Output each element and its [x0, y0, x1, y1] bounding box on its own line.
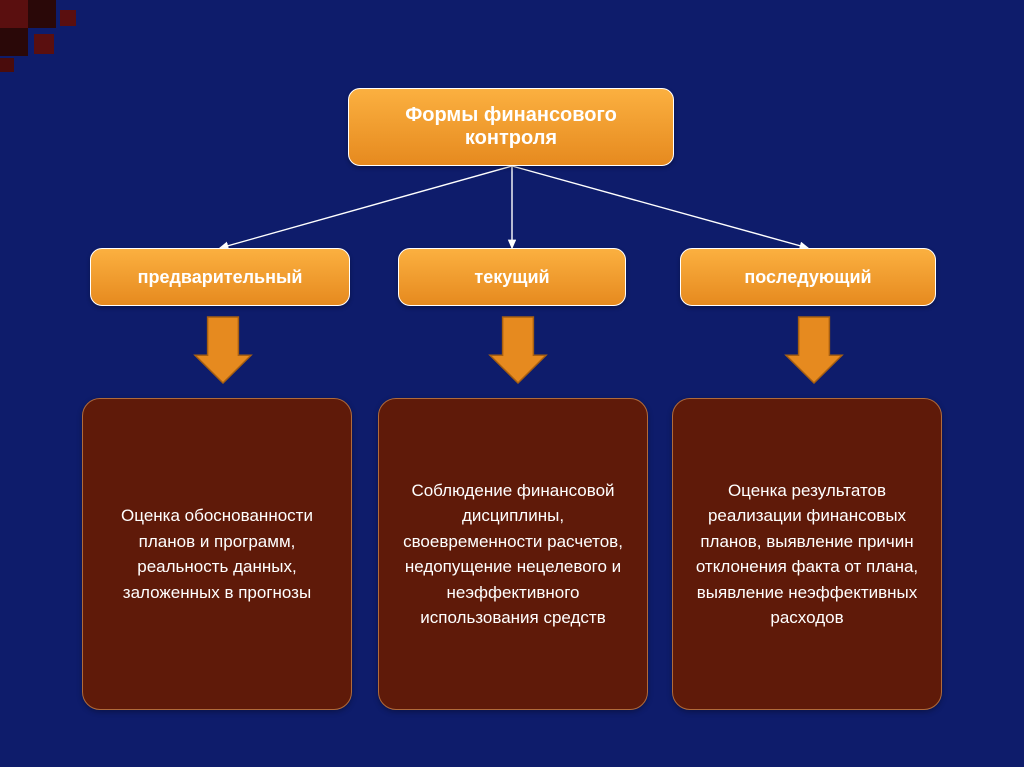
description-node: Соблюдение финансовой дисциплины, своевр…	[378, 398, 648, 710]
description-node: Оценка результатов реализации финансовых…	[672, 398, 942, 710]
deco-square	[0, 28, 28, 56]
deco-square	[0, 58, 14, 72]
branch-node: текущий	[398, 248, 626, 306]
description-text: Оценка обоснованности планов и программ,…	[103, 503, 331, 605]
description-node: Оценка обоснованности планов и программ,…	[82, 398, 352, 710]
corner-decoration	[0, 0, 120, 70]
branch-node: последующий	[680, 248, 936, 306]
description-text: Соблюдение финансовой дисциплины, своевр…	[399, 478, 627, 631]
deco-square	[0, 0, 28, 28]
root-node: Формы финансового контроля	[348, 88, 674, 166]
deco-square	[60, 10, 76, 26]
deco-square	[34, 34, 54, 54]
branch-node: предварительный	[90, 248, 350, 306]
branch-label: последующий	[744, 267, 871, 288]
branch-label: предварительный	[138, 267, 303, 288]
branch-label: текущий	[474, 267, 549, 288]
root-label: Формы финансового контроля	[365, 104, 657, 150]
deco-square	[28, 0, 56, 28]
description-text: Оценка результатов реализации финансовых…	[693, 478, 921, 631]
